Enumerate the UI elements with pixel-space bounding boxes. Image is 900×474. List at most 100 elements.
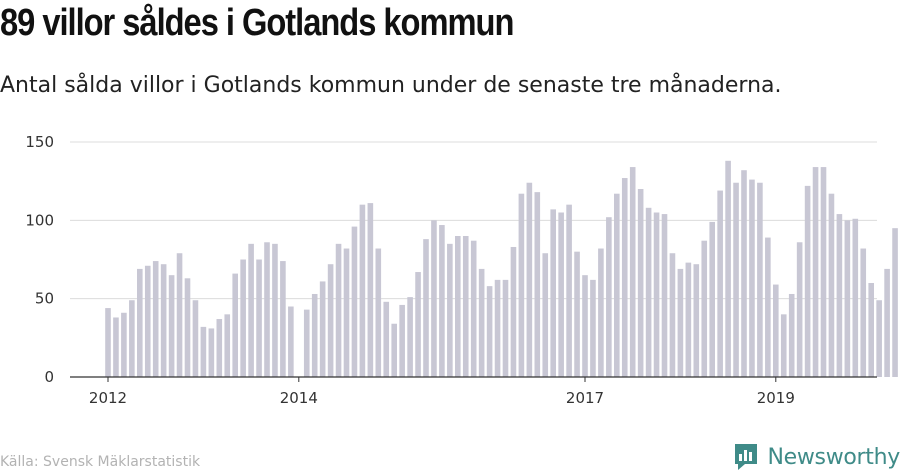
bar — [192, 300, 199, 377]
bar — [407, 297, 413, 377]
x-tick-label: 2012 — [89, 389, 127, 407]
y-tick-label: 50 — [35, 290, 54, 308]
bar — [391, 323, 397, 377]
bar — [534, 192, 541, 377]
bar — [788, 293, 795, 377]
bar — [780, 314, 787, 377]
bar — [868, 283, 874, 377]
newsworthy-logo-icon — [735, 444, 758, 470]
y-tick-label: 100 — [25, 211, 54, 229]
bar — [176, 253, 183, 377]
bar — [224, 314, 231, 377]
bar — [264, 242, 270, 377]
bar — [677, 268, 684, 377]
source-note: Källa: Svensk Mäklarstatistik — [0, 454, 201, 470]
bar — [860, 248, 867, 377]
bar — [311, 293, 318, 377]
bar — [184, 278, 191, 377]
bar — [558, 212, 564, 377]
bar — [144, 265, 151, 377]
bar — [637, 189, 644, 377]
bar — [725, 160, 731, 377]
chart-subtitle: Antal sålda villor i Gotlands kommun und… — [0, 73, 782, 98]
bar — [447, 243, 453, 377]
bar — [216, 319, 223, 377]
bar — [892, 228, 898, 377]
bar — [359, 204, 366, 377]
bar — [423, 239, 429, 377]
bar — [518, 193, 525, 377]
bar — [796, 242, 803, 377]
bar — [248, 243, 254, 377]
x-tick-label: 2019 — [757, 389, 795, 407]
bar — [733, 182, 739, 377]
bar — [621, 178, 628, 377]
bar — [208, 328, 215, 377]
bar — [804, 185, 811, 377]
bar — [526, 182, 533, 377]
bar — [836, 214, 843, 377]
y-tick-label: 150 — [25, 133, 54, 151]
bar — [566, 204, 572, 377]
bar — [828, 193, 835, 377]
bar — [757, 182, 763, 377]
bars: 89 — [105, 160, 898, 377]
bar — [820, 167, 827, 377]
bar — [121, 312, 127, 377]
bar — [574, 251, 580, 377]
bar — [629, 167, 636, 377]
bar — [590, 279, 596, 377]
bar — [606, 217, 612, 377]
chart-title: 89 villor såldes i Gotlands kommun — [0, 2, 514, 44]
bar — [375, 248, 382, 377]
bar — [168, 275, 175, 377]
bar — [510, 246, 517, 377]
bar — [303, 309, 310, 377]
bar — [884, 268, 890, 377]
bar-chart: 89 05010015020122014201720192021 — [25, 133, 898, 407]
x-tick-label: 2017 — [566, 389, 604, 407]
bar — [462, 236, 469, 377]
bar — [749, 179, 755, 377]
bar — [685, 262, 692, 377]
bar — [232, 273, 238, 377]
y-tick-label: 0 — [44, 368, 54, 386]
bar — [343, 248, 350, 377]
bar — [439, 225, 445, 377]
bar — [399, 304, 405, 377]
bar — [137, 268, 143, 377]
bar — [773, 284, 779, 377]
brand-name: Newsworthy — [767, 444, 900, 470]
bar — [319, 281, 326, 377]
bar — [415, 272, 421, 377]
bar — [661, 214, 668, 377]
bar — [129, 300, 135, 377]
bar — [550, 209, 556, 377]
bar — [844, 220, 851, 377]
bar — [582, 275, 588, 377]
bar — [288, 306, 294, 377]
bar — [272, 243, 278, 377]
bar — [486, 286, 493, 377]
bar — [669, 253, 676, 377]
bar — [693, 264, 700, 377]
axes: 05010015020122014201720192021 — [25, 133, 877, 407]
bar — [502, 279, 509, 377]
bar — [256, 259, 262, 377]
bar — [200, 326, 207, 377]
bar — [645, 207, 652, 377]
bar — [717, 190, 723, 377]
bar — [614, 193, 620, 377]
bar — [741, 170, 747, 377]
bar — [113, 317, 119, 377]
bar — [383, 301, 390, 377]
bar — [335, 243, 342, 377]
bar — [542, 253, 549, 377]
bar — [494, 279, 501, 377]
bar — [812, 167, 819, 377]
bar — [160, 264, 167, 377]
bar — [709, 221, 715, 377]
x-tick-label: 2014 — [280, 389, 318, 407]
bar — [852, 218, 859, 377]
brand-logo[interactable]: Newsworthy — [733, 442, 900, 472]
